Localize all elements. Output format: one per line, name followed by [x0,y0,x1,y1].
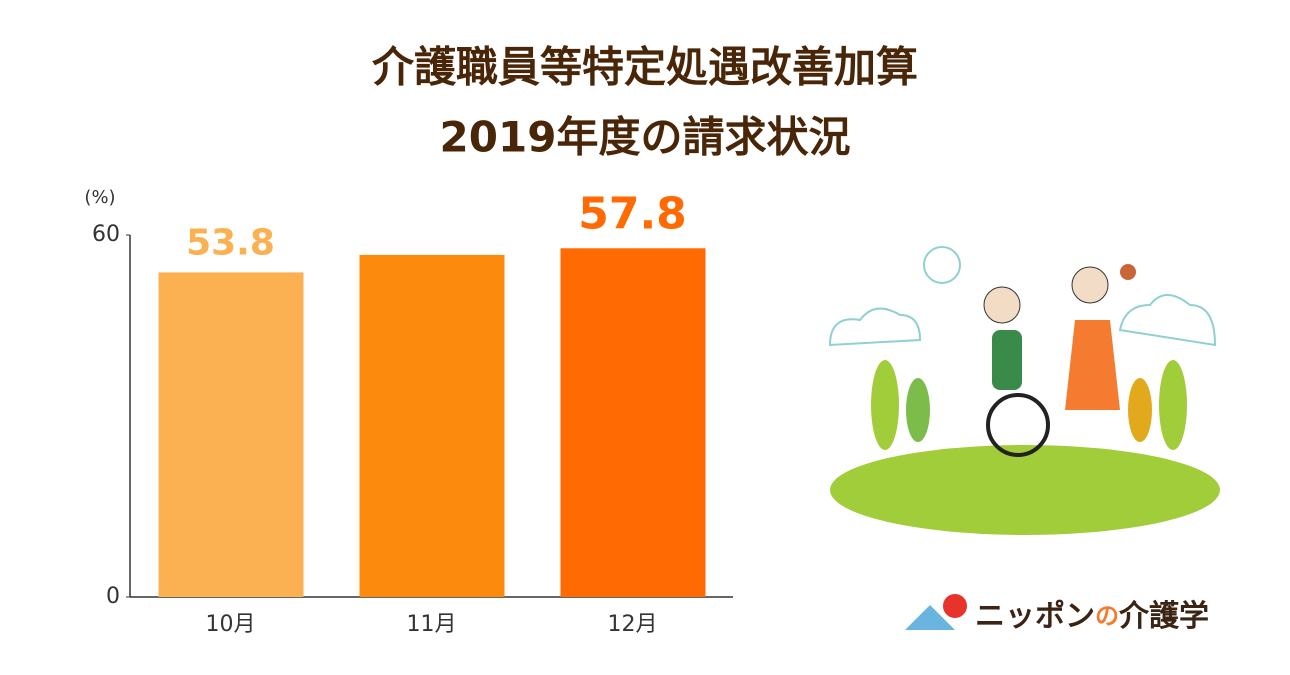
logo-mark [905,605,955,630]
logo-text: ニッポンの介護学 [975,599,1209,634]
tree [1128,378,1152,442]
x-tick-label: 10月 [206,612,256,637]
logo: ニッポンの介護学 [905,594,1209,634]
y-tick-label: 0 [106,584,120,609]
logo-mark [943,594,967,618]
data-label: 57.8 [578,188,687,239]
tree [871,360,899,450]
bar [158,272,304,597]
chart-title: 2019年度の請求状況 [440,113,851,162]
x-tick-label: 12月 [608,612,658,637]
tree [1159,360,1187,450]
chart-title: 介護職員等特定処遇改善加算 [372,43,918,92]
hair [1120,264,1136,280]
wheel [986,393,1050,457]
y-tick-label: 60 [92,222,120,247]
cloud [828,307,922,347]
hill [830,445,1220,535]
x-tick-label: 11月 [407,612,457,637]
bar [560,248,706,598]
cloud [1118,294,1217,347]
y-axis-label: (%) [84,187,115,208]
sun [923,246,961,284]
logo-part: ニッポン [975,599,1095,634]
tree [906,378,930,442]
bar [359,254,505,597]
person [983,286,1021,324]
person [1065,320,1120,410]
logo-part: の [1095,602,1119,630]
illustration [828,246,1220,535]
logo-part: 介護学 [1118,599,1209,634]
person [1071,266,1109,304]
person [992,330,1022,390]
data-label: 53.8 [186,222,275,263]
